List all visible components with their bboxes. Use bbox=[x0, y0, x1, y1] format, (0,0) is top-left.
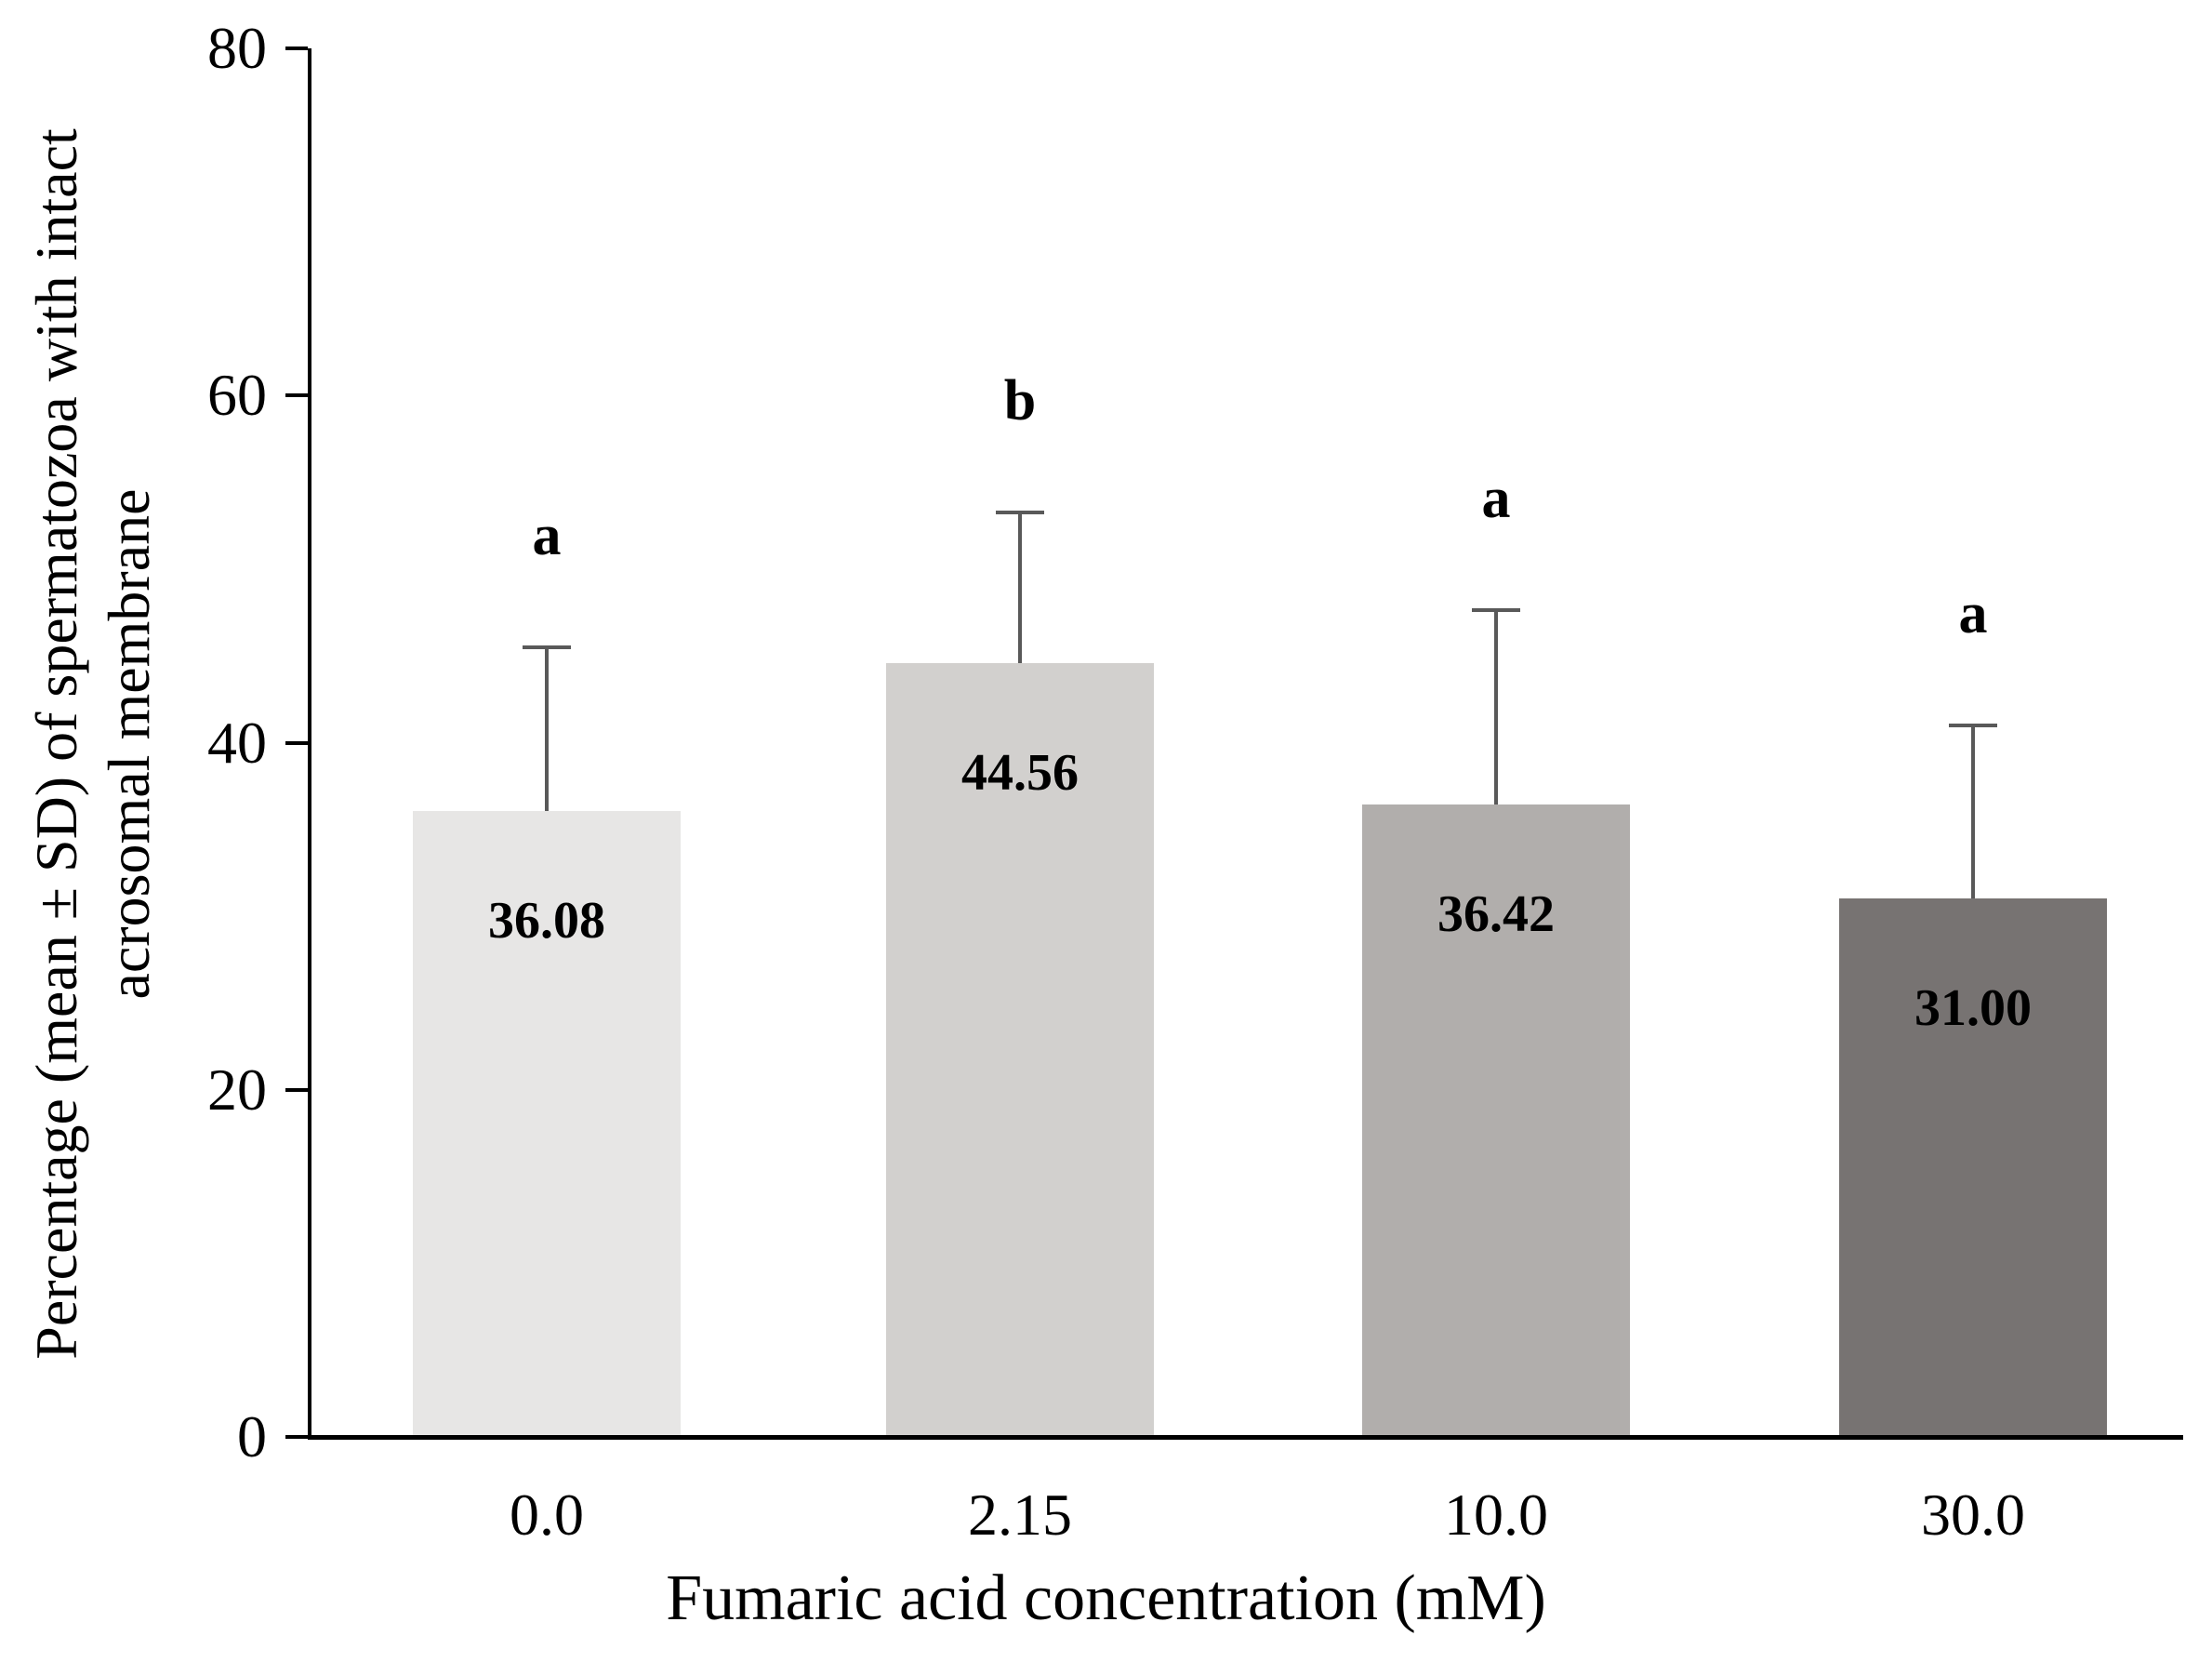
y-tick-label: 80 bbox=[207, 15, 267, 81]
x-axis-title: Fumaric acid concentration (mM) bbox=[666, 1562, 1546, 1634]
error-bar-cap bbox=[1472, 608, 1520, 612]
error-bar-cap bbox=[996, 511, 1044, 514]
value-label: 31.00 bbox=[1914, 979, 2032, 1037]
error-bar-cap bbox=[1949, 724, 1997, 727]
y-axis-title: Percentage (mean ± SD) of spermatozoa wi… bbox=[20, 0, 166, 1558]
error-bar bbox=[1971, 725, 1975, 898]
bar bbox=[413, 811, 681, 1435]
x-tick-label: 0.0 bbox=[510, 1482, 584, 1548]
y-tick-label: 20 bbox=[207, 1057, 267, 1123]
y-axis-title-line1: Percentage (mean ± SD) of spermatozoa wi… bbox=[23, 128, 89, 1360]
y-tick-label: 40 bbox=[207, 710, 267, 776]
error-bar bbox=[545, 647, 549, 811]
y-tick-mark bbox=[285, 741, 308, 745]
significance-letter: b bbox=[1003, 369, 1037, 432]
bar bbox=[1839, 898, 2107, 1435]
significance-letter: a bbox=[532, 504, 562, 567]
x-axis-line bbox=[308, 1435, 2183, 1440]
bar bbox=[886, 663, 1154, 1435]
significance-letter: a bbox=[1958, 582, 1988, 645]
error-bar bbox=[1018, 512, 1022, 663]
x-tick-label: 30.0 bbox=[1921, 1482, 2025, 1548]
y-tick-mark bbox=[285, 47, 308, 50]
significance-letter: a bbox=[1481, 467, 1511, 530]
value-label: 36.08 bbox=[488, 892, 605, 950]
y-tick-mark bbox=[285, 393, 308, 397]
bar bbox=[1362, 804, 1630, 1435]
error-bar-cap bbox=[523, 645, 571, 649]
y-tick-mark bbox=[285, 1088, 308, 1092]
y-tick-label: 60 bbox=[207, 362, 267, 428]
y-tick-mark bbox=[285, 1435, 308, 1439]
y-axis-title-line2: acrosomal membrane bbox=[96, 488, 162, 1000]
x-tick-label: 10.0 bbox=[1444, 1482, 1548, 1548]
y-tick-label: 0 bbox=[237, 1403, 267, 1469]
value-label: 44.56 bbox=[961, 744, 1079, 802]
error-bar bbox=[1494, 610, 1498, 804]
value-label: 36.42 bbox=[1437, 885, 1555, 943]
x-tick-label: 2.15 bbox=[968, 1482, 1072, 1548]
y-axis-line bbox=[308, 48, 311, 1440]
